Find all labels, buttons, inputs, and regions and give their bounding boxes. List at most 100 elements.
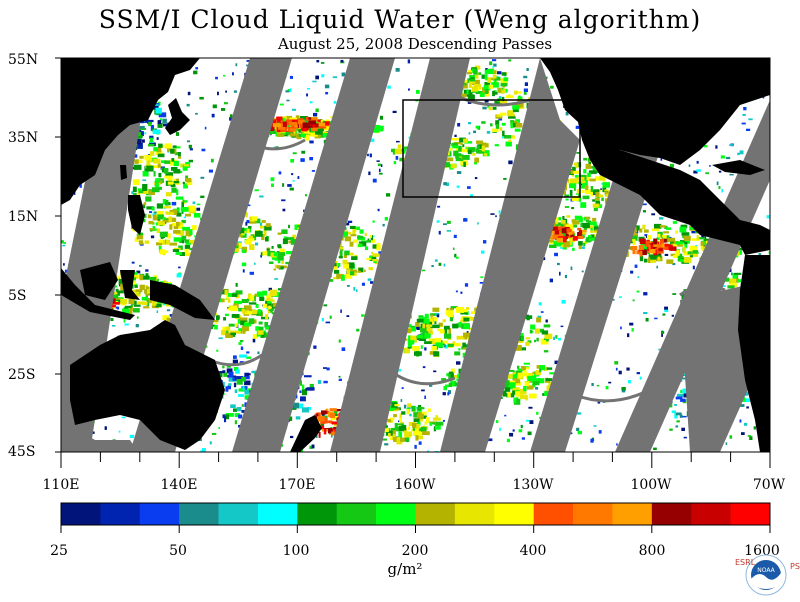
cloud-cell	[582, 222, 590, 229]
cloud-cell	[321, 74, 325, 78]
cloud-cell	[571, 173, 574, 177]
cloud-cell	[503, 77, 509, 82]
cloud-cell	[410, 325, 416, 329]
cloud-cell	[291, 173, 294, 176]
cloud-cell	[700, 241, 705, 246]
cloud-cell	[445, 310, 454, 316]
cloud-cell	[595, 191, 600, 198]
cloud-cell	[242, 249, 247, 254]
cloud-cell	[592, 203, 600, 208]
cloud-cell	[569, 178, 578, 184]
cloud-cell	[136, 270, 141, 274]
cloud-cell	[540, 338, 549, 345]
cloud-cell	[758, 253, 762, 255]
cloud-cell	[408, 324, 412, 327]
cloud-cell	[450, 306, 458, 309]
cloud-cell	[621, 390, 626, 393]
cloud-cell	[233, 408, 238, 412]
cloud-cell	[144, 240, 150, 244]
cloud-cell	[289, 75, 293, 79]
cloud-cell	[287, 89, 292, 91]
cloud-cell	[329, 420, 334, 424]
cloud-cell	[153, 158, 161, 164]
cloud-cell	[176, 223, 184, 229]
cloud-cell	[246, 60, 251, 62]
cloud-cell	[512, 377, 521, 384]
cloud-cell	[638, 249, 642, 252]
cloud-cell	[424, 347, 427, 351]
cloud-cell	[256, 218, 261, 224]
cloud-cell	[559, 234, 564, 238]
cloud-cell	[389, 417, 395, 421]
cloud-cell	[560, 220, 566, 224]
cloud-cell	[324, 121, 330, 126]
cloud-cell	[176, 212, 182, 217]
cloud-cell	[353, 287, 356, 291]
cloud-cell	[403, 437, 410, 442]
lon-label-100w: 100W	[630, 477, 672, 493]
cloud-cell	[518, 333, 524, 338]
cloud-cell	[357, 236, 365, 241]
cloud-cell	[422, 318, 430, 325]
cloud-cell	[497, 87, 502, 93]
cloud-cell	[689, 227, 695, 230]
lat-label-25s: 25S	[8, 367, 36, 383]
cloud-cell	[317, 380, 322, 384]
cloud-cell	[289, 133, 295, 137]
cloud-cell	[145, 196, 152, 202]
cloud-cell	[664, 309, 669, 312]
cloud-cell	[416, 334, 423, 339]
cloud-cell	[174, 152, 180, 156]
cloud-cell	[286, 251, 294, 255]
cloud-cell	[582, 195, 590, 200]
cloud-cell	[697, 237, 706, 240]
cloud-cell	[435, 421, 444, 426]
cloud-cell	[295, 416, 301, 420]
cloud-cell	[244, 305, 252, 311]
cloud-cell	[244, 395, 249, 400]
cloud-cell	[129, 434, 135, 438]
cloud-cell	[119, 283, 121, 287]
cloud-cell	[629, 322, 634, 326]
cloud-cell	[261, 316, 269, 320]
cloud-cell	[466, 72, 473, 75]
cloud-cell	[122, 308, 130, 314]
cloud-cell	[174, 247, 181, 250]
cloud-cell	[671, 314, 674, 317]
cloud-cell	[532, 381, 540, 386]
cloud-cell	[178, 245, 183, 250]
lon-label-70w: 70W	[752, 477, 786, 493]
cloud-cell	[223, 372, 228, 377]
cloud-cell	[648, 244, 651, 249]
cloud-cell	[263, 230, 267, 236]
cloud-cell	[538, 302, 542, 306]
cloud-cell	[241, 404, 244, 407]
cloud-cell	[454, 134, 457, 137]
cloud-cell	[235, 63, 238, 67]
cloud-cell	[157, 122, 163, 128]
cloud-cell	[583, 216, 591, 220]
cloud-cell	[618, 370, 622, 375]
cloud-cell	[215, 76, 218, 80]
cloud-cell	[508, 139, 512, 142]
cloud-cell	[257, 330, 264, 335]
cloud-cell	[170, 183, 176, 187]
cloud-cell	[371, 251, 374, 254]
cloud-cell	[639, 376, 642, 380]
cloud-cell	[264, 225, 272, 231]
cloud-cell	[637, 276, 640, 278]
cloud-cell	[527, 375, 536, 381]
cloud-cell	[463, 218, 468, 222]
cloud-cell	[149, 228, 155, 231]
cloud-cell	[462, 155, 470, 160]
cloud-cell	[369, 153, 372, 158]
cloud-cell	[590, 227, 593, 233]
cloud-cell	[727, 285, 735, 289]
cloud-cell	[460, 142, 463, 145]
cloud-cell	[329, 408, 337, 412]
cloud-cell	[746, 406, 749, 409]
cloud-cell	[730, 283, 738, 287]
cloud-cell	[304, 375, 312, 378]
cloud-cell	[173, 237, 182, 242]
cloud-cell	[427, 450, 429, 452]
